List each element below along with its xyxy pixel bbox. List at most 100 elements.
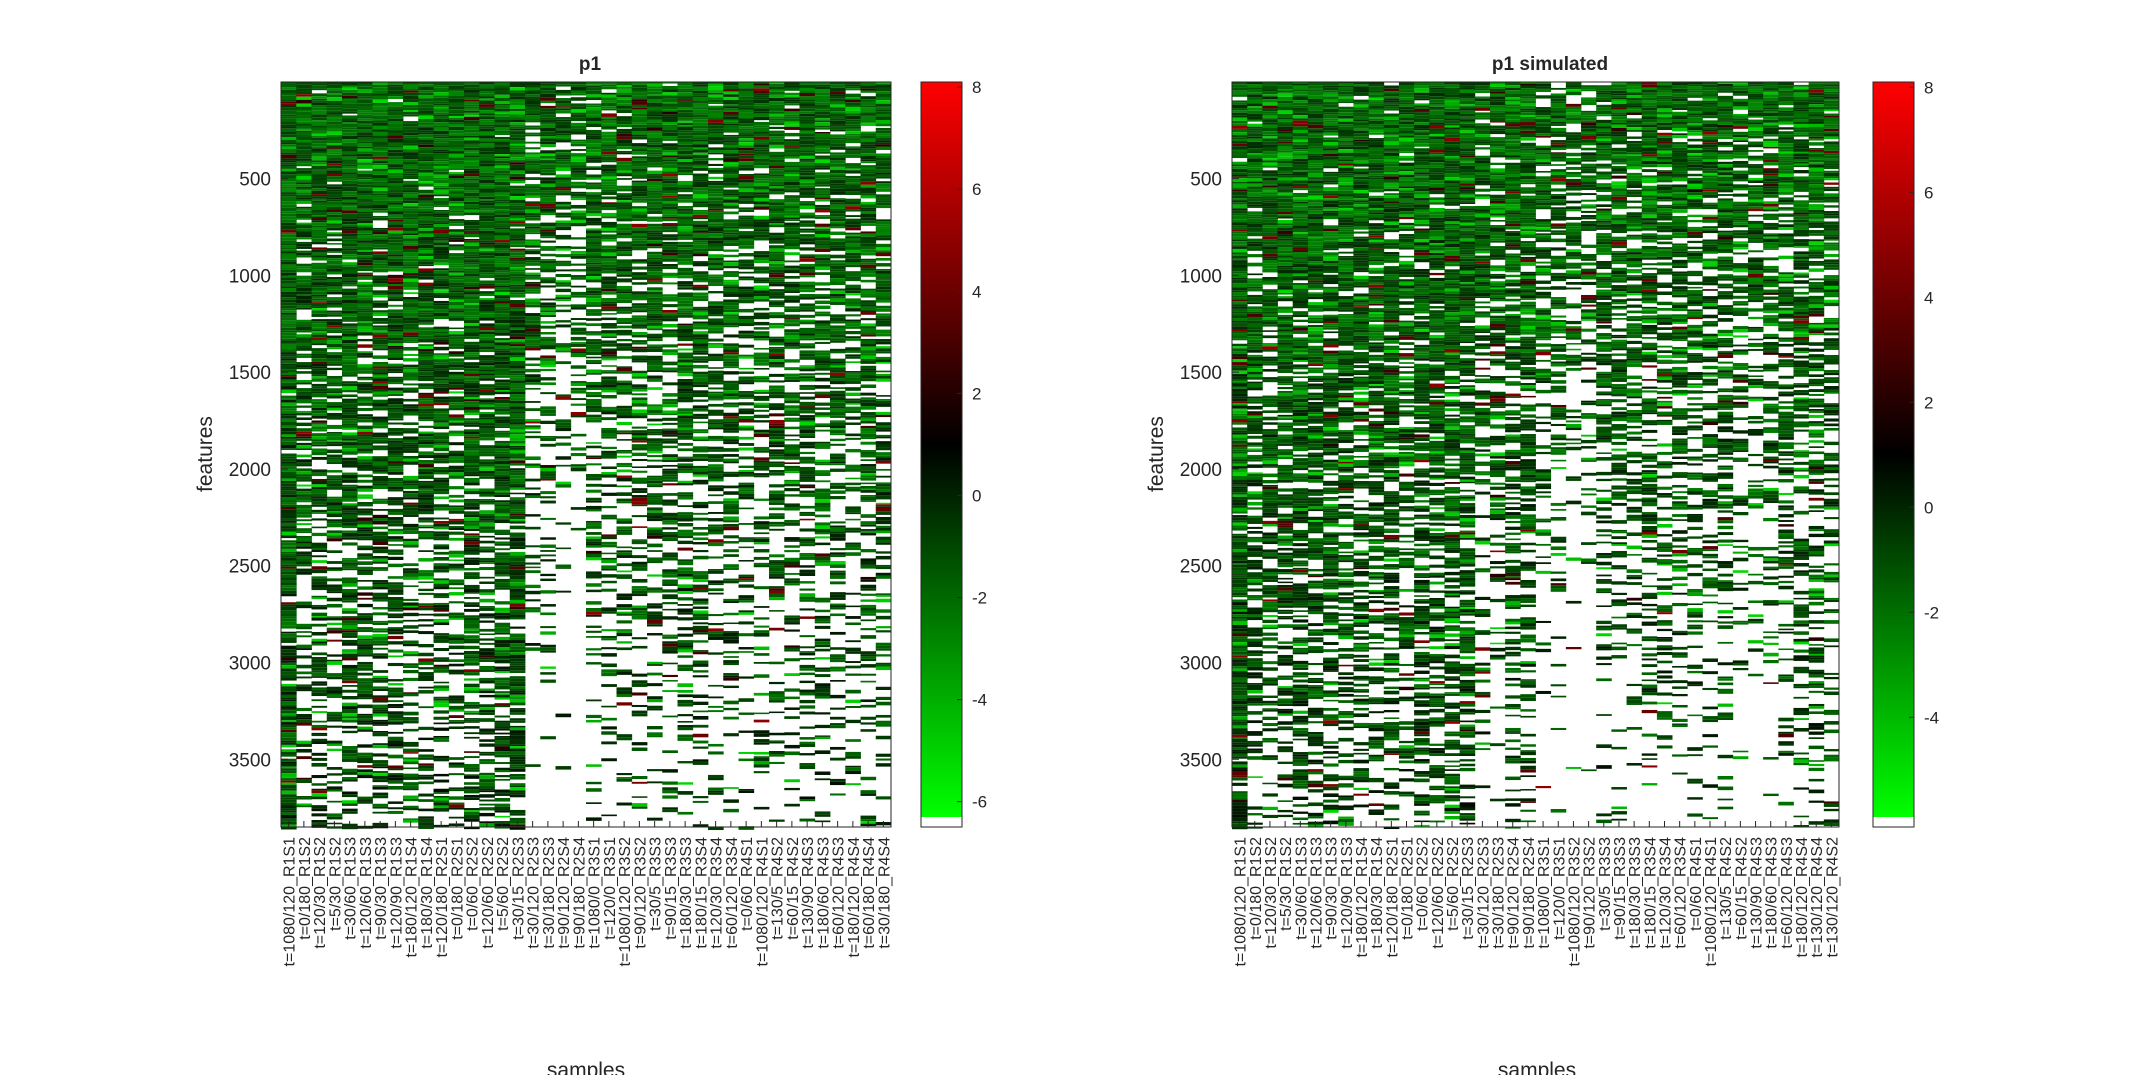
heatmap-cell [464, 112, 480, 116]
heatmap-cell [509, 649, 526, 653]
heatmap-cell [326, 105, 343, 108]
heatmap-cell [418, 305, 434, 309]
heatmap-cell [540, 144, 556, 148]
heatmap-cell [448, 287, 465, 291]
heatmap-cell [586, 255, 602, 259]
heatmap-cell [494, 426, 511, 428]
heatmap-cell [479, 91, 495, 94]
heatmap-cell [631, 796, 648, 798]
heatmap-cell [403, 372, 419, 374]
heatmap-cell [311, 606, 328, 610]
heatmap-cell [479, 669, 495, 672]
heatmap-cell [601, 726, 617, 730]
heatmap-cell [555, 282, 572, 285]
heatmap-cell [525, 90, 541, 95]
heatmap-cell [311, 164, 328, 166]
heatmap-cell [342, 204, 358, 207]
heatmap-cell [357, 704, 373, 709]
heatmap-cell [647, 264, 663, 267]
heatmap-cell [372, 131, 389, 136]
heatmap-cell [479, 247, 495, 249]
heatmap-cell [479, 535, 495, 538]
heatmap-cell [509, 87, 526, 91]
heatmap-cell [601, 472, 617, 475]
heatmap-cell [448, 566, 465, 569]
heatmap-cell [677, 385, 694, 389]
heatmap-cell [586, 323, 602, 327]
heatmap-cell [479, 470, 495, 474]
heatmap-cell [586, 238, 602, 243]
heatmap-cell [448, 695, 465, 699]
heatmap-cell [586, 457, 602, 460]
heatmap-cell [525, 154, 541, 158]
heatmap-cell [631, 134, 648, 137]
heatmap-cell [464, 597, 480, 599]
heatmap-cell [448, 700, 465, 704]
heatmap-cell [647, 574, 663, 577]
heatmap-cell [281, 399, 297, 403]
heatmap-cell [281, 222, 297, 226]
heatmap-cell [418, 482, 434, 486]
heatmap-cell [464, 683, 480, 688]
heatmap-cell [387, 194, 404, 198]
heatmap-cell [647, 817, 663, 821]
heatmap-cell [311, 662, 328, 664]
heatmap-cell [509, 344, 526, 347]
heatmap-cell [281, 676, 297, 678]
heatmap-cell [372, 803, 389, 807]
heatmap-cell [372, 655, 389, 659]
heatmap-cell [616, 451, 633, 454]
heatmap-cell [601, 684, 617, 687]
heatmap-cell [586, 463, 602, 466]
heatmap-cell [464, 157, 480, 161]
heatmap-cell [448, 391, 465, 394]
heatmap-cell [479, 515, 495, 519]
heatmap-cell [494, 261, 511, 264]
heatmap-cell [433, 163, 450, 166]
heatmap-cell [326, 265, 343, 269]
heatmap-cell [525, 286, 541, 290]
heatmap-cell [509, 658, 526, 662]
heatmap-cell [281, 126, 297, 129]
heatmap-cell [311, 518, 328, 521]
heatmap-cell [357, 135, 373, 138]
heatmap-cell [403, 268, 419, 270]
heatmap-cell [326, 639, 343, 642]
heatmap-cell [540, 473, 556, 477]
heatmap-cell [311, 231, 328, 236]
heatmap-cell [311, 480, 328, 483]
heatmap-cell [418, 236, 434, 241]
heatmap-cell [433, 229, 450, 232]
heatmap-cell [311, 641, 328, 644]
heatmap-cell [525, 465, 541, 468]
heatmap-cell [677, 300, 694, 304]
heatmap-cell [326, 121, 343, 125]
heatmap-cell [586, 359, 602, 363]
heatmap-cell [464, 108, 480, 111]
heatmap-cell [403, 210, 419, 214]
heatmap-cell [448, 292, 465, 296]
heatmap-cell [540, 260, 556, 264]
heatmap-cell [586, 279, 602, 283]
heatmap-cell [631, 387, 648, 390]
heatmap-cell [494, 205, 511, 210]
heatmap-cell [418, 497, 434, 500]
heatmap-cell [662, 132, 678, 137]
heatmap-cell [555, 106, 572, 109]
heatmap-cell [433, 533, 450, 537]
heatmap-cell [677, 101, 694, 104]
heatmap-cell [494, 139, 511, 142]
heatmap-cell [540, 208, 556, 212]
heatmap-cell [479, 240, 495, 243]
heatmap-cell [479, 116, 495, 120]
heatmap-cell [494, 486, 511, 491]
heatmap-cell [464, 230, 480, 233]
heatmap-cell [616, 118, 633, 122]
heatmap-cell [647, 614, 663, 617]
heatmap-cell [281, 744, 297, 748]
heatmap-cell [448, 223, 465, 226]
heatmap-cell [342, 629, 358, 631]
heatmap-cell [494, 189, 511, 193]
heatmap-cell [342, 472, 358, 475]
heatmap-cell [631, 683, 648, 687]
